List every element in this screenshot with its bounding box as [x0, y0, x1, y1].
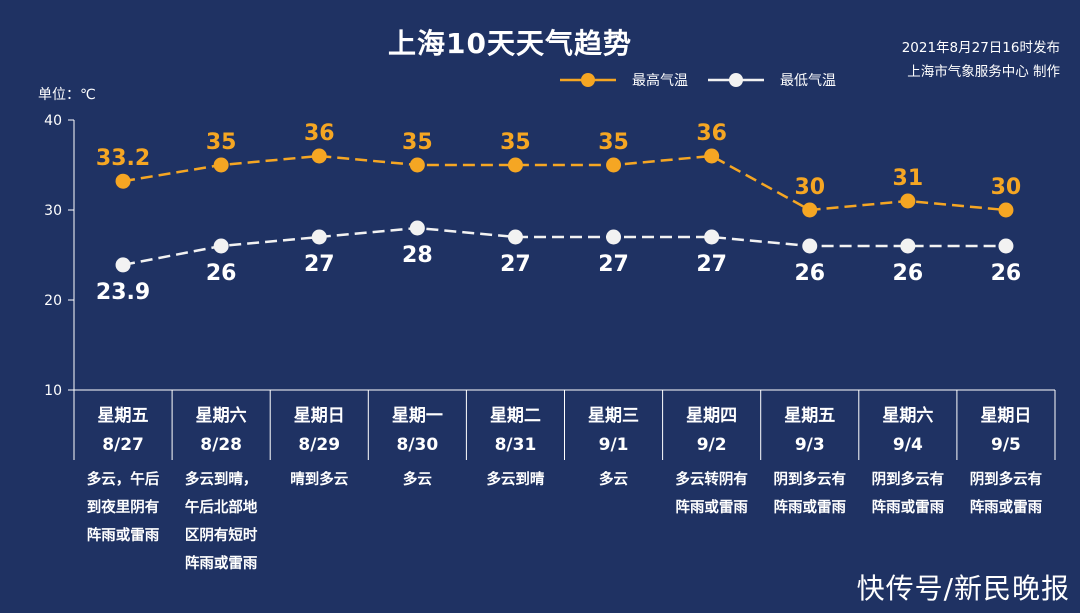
weather-text: 多云	[599, 470, 628, 488]
low-temp-point	[704, 229, 720, 245]
publish-info: 2021年8月27日16时发布 上海市气象服务中心 制作	[902, 36, 1060, 84]
low-temp-label: 27	[696, 252, 727, 277]
date-label: 9/1	[599, 435, 629, 455]
weather-text: 阵雨或雷雨	[185, 554, 258, 572]
legend-low-swatch	[708, 73, 764, 87]
unit-label: 单位：℃	[38, 87, 96, 103]
y-tick-label: 30	[44, 203, 62, 219]
low-temp-point	[802, 238, 818, 254]
legend-high-swatch	[560, 73, 616, 87]
low-temp-point	[998, 238, 1014, 254]
date-label: 9/2	[697, 435, 727, 455]
legend-item-high: 最高气温	[558, 70, 688, 90]
weather-text: 晴到多云	[290, 470, 348, 488]
weekday-label: 星期五	[784, 406, 835, 426]
weekday-label: 星期四	[686, 406, 737, 426]
date-label: 8/31	[495, 435, 537, 455]
low-temp-label: 26	[893, 261, 924, 286]
low-temp-point	[409, 220, 425, 236]
weather-text: 阴到多云有	[872, 470, 945, 488]
low-temp-label: 26	[206, 261, 237, 286]
weekday-label: 星期一	[392, 406, 443, 426]
high-temp-point	[704, 148, 720, 164]
date-label: 8/27	[102, 435, 144, 455]
weekday-label: 星期六	[882, 405, 933, 426]
high-temp-point	[507, 157, 523, 173]
weather-text: 阵雨或雷雨	[970, 498, 1043, 516]
high-temp-label: 35	[206, 130, 237, 155]
high-temp-point	[900, 193, 916, 209]
weather-text: 阵雨或雷雨	[87, 526, 160, 544]
low-temp-point	[507, 229, 523, 245]
low-temp-point	[606, 229, 622, 245]
high-temp-label: 35	[402, 130, 433, 155]
high-temp-point	[115, 173, 131, 189]
high-temp-line	[122, 154, 1007, 212]
weather-text: 阵雨或雷雨	[872, 498, 945, 516]
weather-text: 午后北部地	[185, 498, 258, 516]
low-temp-label: 26	[794, 261, 825, 286]
high-temp-point	[311, 148, 327, 164]
date-label: 8/30	[396, 435, 438, 455]
weather-text: 阴到多云有	[774, 470, 847, 488]
high-temp-point	[998, 202, 1014, 218]
weekday-label: 星期五	[98, 406, 149, 426]
weather-text: 多云	[403, 470, 432, 488]
high-temp-point	[213, 157, 229, 173]
low-temp-label: 27	[500, 252, 531, 277]
low-temp-point	[213, 238, 229, 254]
publish-date: 2021年8月27日16时发布	[901, 40, 1060, 56]
low-temp-label: 28	[402, 243, 433, 268]
high-temp-point	[409, 157, 425, 173]
date-label: 9/5	[991, 435, 1021, 455]
high-temp-label: 35	[598, 130, 629, 155]
legend-item-low: 最低气温	[706, 70, 836, 90]
high-temp-label: 33.2	[96, 146, 150, 171]
weather-text: 多云到晴，	[185, 470, 258, 488]
weekday-label: 星期三	[588, 406, 639, 426]
weekday-label: 星期日	[980, 406, 1031, 426]
weather-text: 多云到晴	[486, 470, 544, 488]
low-temp-label: 26	[991, 261, 1022, 286]
date-label: 8/28	[200, 435, 242, 455]
y-tick-label: 40	[44, 113, 62, 129]
low-temp-label: 23.9	[96, 280, 150, 305]
low-temp-point	[900, 238, 916, 254]
weather-text: 区阴有短时	[185, 526, 258, 544]
legend-high-label: 最高气温	[632, 73, 688, 89]
high-temp-point	[802, 202, 818, 218]
y-tick-label: 20	[44, 293, 62, 309]
weather-text: 多云，午后	[87, 470, 160, 488]
high-temp-label: 35	[500, 130, 531, 155]
date-label: 8/29	[298, 435, 340, 455]
high-temp-label: 36	[304, 121, 335, 146]
weekday-label: 星期六	[196, 405, 247, 426]
weather-text: 多云转阴有	[675, 470, 748, 488]
date-label: 9/4	[893, 435, 923, 455]
high-temp-label: 36	[696, 121, 727, 146]
chart-title: 上海10天天气趋势	[388, 27, 632, 60]
low-temp-point	[115, 257, 131, 273]
low-temp-label: 27	[598, 252, 629, 277]
weather-text: 阴到多云有	[970, 470, 1043, 488]
legend-low-label: 最低气温	[780, 73, 836, 89]
low-temp-line	[122, 226, 1006, 267]
weather-text: 到夜里阴有	[87, 498, 160, 516]
low-temp-label: 27	[304, 252, 335, 277]
high-temp-label: 30	[991, 175, 1022, 200]
high-temp-point	[606, 157, 622, 173]
weekday-label: 星期日	[294, 406, 345, 426]
watermark: 快传号/新民晚报	[856, 572, 1070, 605]
y-tick-label: 10	[44, 383, 62, 399]
weather-text: 阵雨或雷雨	[675, 498, 748, 516]
high-temp-label: 31	[893, 166, 924, 191]
weekday-label: 星期二	[490, 406, 541, 426]
low-temp-point	[311, 229, 327, 245]
publish-org: 上海市气象服务中心 制作	[907, 64, 1060, 80]
weather-text: 阵雨或雷雨	[774, 498, 847, 516]
high-temp-label: 30	[794, 175, 825, 200]
date-label: 9/3	[795, 435, 825, 455]
